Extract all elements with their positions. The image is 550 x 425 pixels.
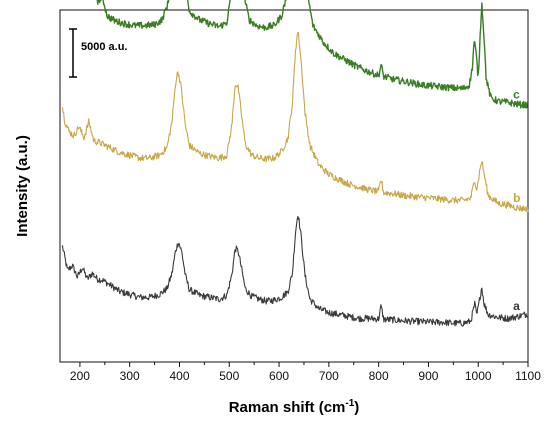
series-label-a: a bbox=[513, 299, 520, 313]
series-line-a bbox=[61, 215, 529, 327]
series-line-b bbox=[61, 31, 529, 213]
x-axis-title: Raman shift (cm-1) bbox=[229, 398, 360, 416]
x-tick-label: 300 bbox=[120, 369, 140, 383]
x-tick-label-layer: 200 300 400 500 600 700 800 900 1000 1100 bbox=[70, 369, 541, 383]
series-label-c: c bbox=[513, 88, 520, 102]
series-label-b: b bbox=[513, 191, 520, 205]
plot-frame bbox=[59, 9, 529, 363]
x-axis-title-main: Raman shift (cm bbox=[229, 399, 346, 416]
x-tick-label: 1100 bbox=[515, 369, 541, 383]
x-axis-title-sup: -1 bbox=[345, 398, 354, 409]
x-tick-label: 500 bbox=[219, 369, 239, 383]
x-tick-label: 900 bbox=[418, 369, 438, 383]
x-tick-label: 800 bbox=[369, 369, 389, 383]
series-line-c bbox=[96, 0, 529, 109]
x-tick-label: 200 bbox=[70, 369, 90, 383]
scale-bar-label: 5000 a.u. bbox=[81, 41, 127, 53]
x-tick-label: 600 bbox=[269, 369, 289, 383]
series-label-layer: a b c bbox=[513, 88, 520, 313]
y-axis-title: Intensity (a.u.) bbox=[14, 135, 31, 237]
x-tick-label: 1000 bbox=[465, 369, 492, 383]
series-layer bbox=[61, 0, 529, 327]
x-tick-label: 700 bbox=[319, 369, 339, 383]
x-axis-title-close: ) bbox=[354, 399, 359, 416]
scale-bar: 5000 a.u. bbox=[69, 28, 127, 78]
x-tick-layer bbox=[79, 362, 529, 367]
x-tick-label: 400 bbox=[169, 369, 189, 383]
